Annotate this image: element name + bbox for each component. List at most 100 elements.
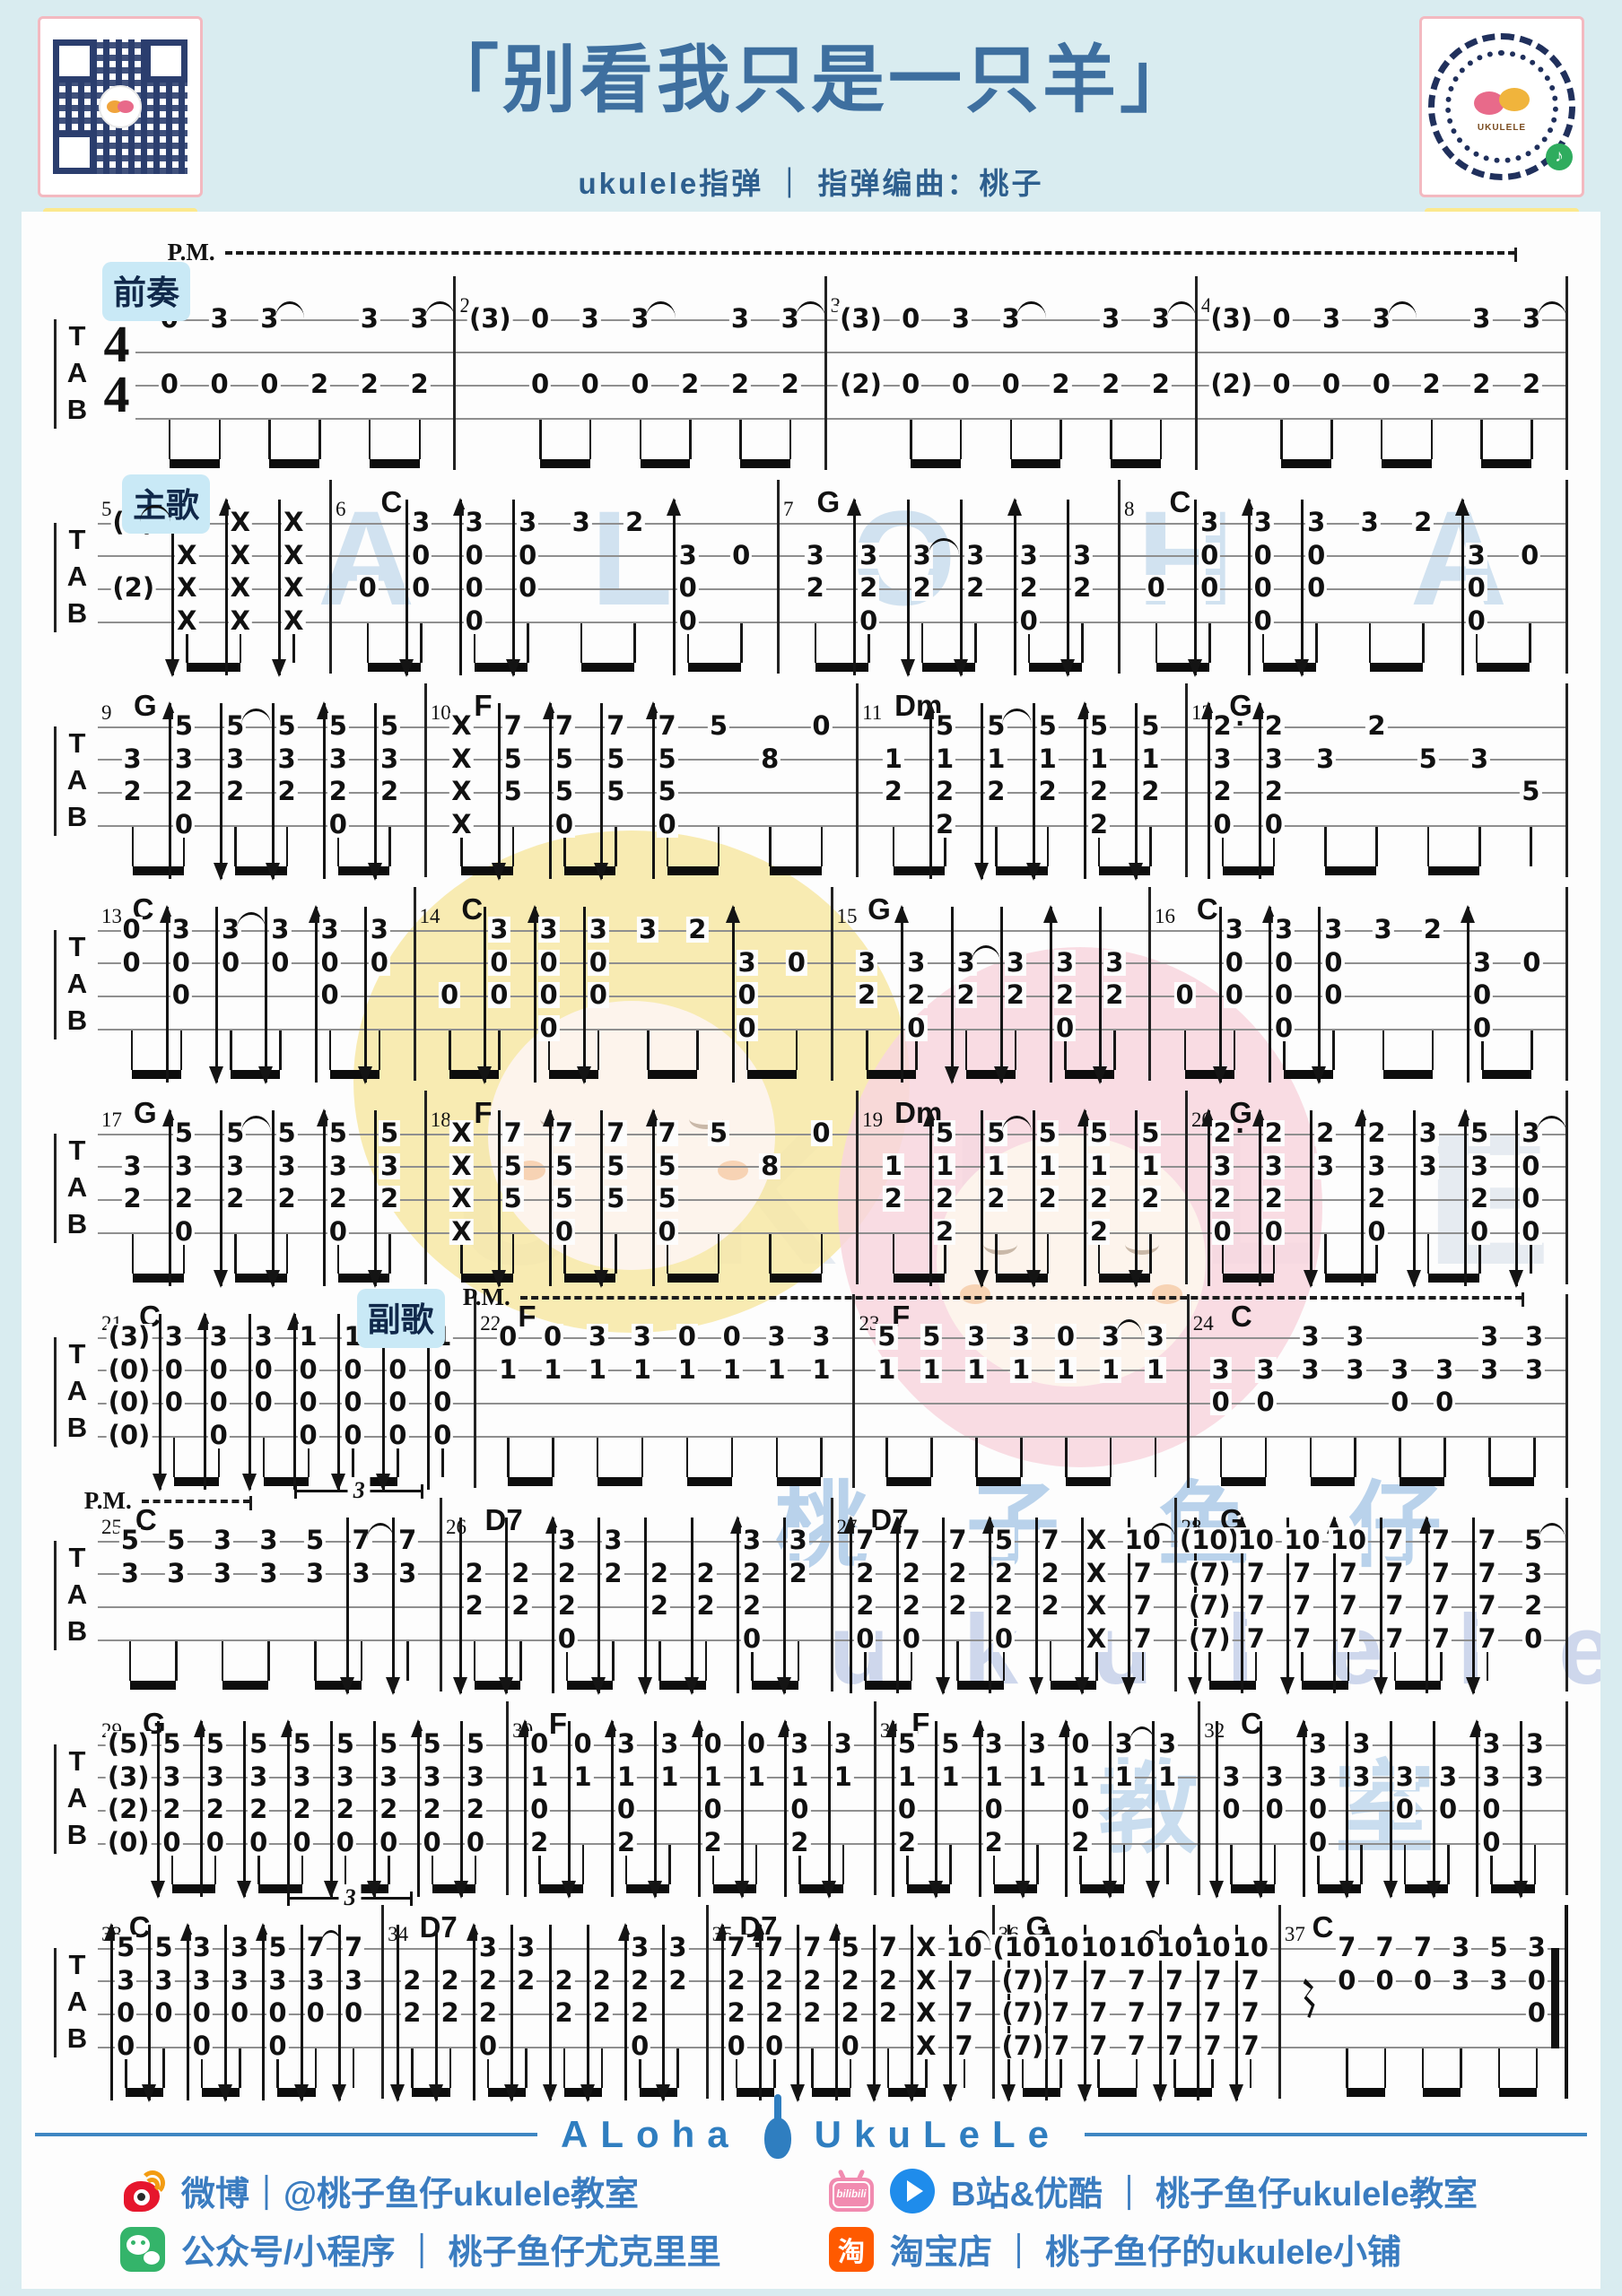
strum-down-arrow-icon [591,1518,606,1695]
footer-link[interactable]: 淘淘宝店 ｜ 桃子鱼仔的ukulele小铺 [829,2224,1520,2274]
measure-header: 4 [1198,276,1565,319]
tab-note: 2 [224,776,247,806]
tab-note: 1 [882,1150,904,1181]
footer-link[interactable]: 公众号/小程序 ｜ 桃子鱼仔尤克里里 [120,2224,811,2274]
tab-note: 2 [439,1964,461,1996]
measure: 30F010201310231010201310231 [509,1701,876,1899]
tab-note: 7 [953,1964,975,1996]
beam-bar [173,1477,219,1486]
note-stem [811,2048,814,2088]
note-stem [1221,827,1225,866]
tab-column: 10 7 7 7 [1039,1923,1081,2100]
beam-bar [1066,1477,1111,1486]
tab-note: 7 [342,1932,365,1962]
measure-header: 14 C [416,887,831,930]
tab-column: 10 7 7 7 [1279,1518,1326,1695]
note-stem [1109,1438,1112,1477]
tab-note: (7) [1186,1590,1233,1621]
tab-note: 0 [587,946,609,978]
tab-note: 3 [190,1932,213,1962]
note-stem [730,1438,734,1477]
measure: 28G(10)(7)(7)(7)107771077710777777777777… [1177,1498,1568,1695]
tab-note: 7 [1239,2030,1261,2061]
tab-note: 0 [1520,1150,1542,1181]
beam-bar [770,1274,822,1283]
beam-bar [315,1681,362,1690]
note-stem [596,1438,599,1477]
tab-note: 2 [590,1964,613,1996]
tab-note: 5 [656,1150,678,1181]
note-stem [910,420,912,459]
footer-link[interactable]: bilibili B站&优酷 ｜ 桃子鱼仔ukulele教室 [829,2166,1520,2215]
tab-note: 3 [637,914,659,944]
tab-note: 0 [356,572,379,603]
note-stem [276,2048,279,2088]
note-stem [1027,623,1031,663]
tab-note: 0 [172,808,196,839]
beam-bar [1498,2088,1537,2097]
tab-note: 0 [252,1353,275,1385]
note-stem [1440,1641,1443,1681]
beam-bar [1325,1274,1377,1283]
strum-down-arrow-icon [954,500,969,677]
strum-down-arrow-icon [904,1925,920,2102]
tab-note: 1 [720,1353,743,1385]
beam-bar [1381,459,1432,468]
tab-note: 2 [1211,776,1234,806]
tab-note: (2) [110,572,157,603]
measure-number: 18 [430,1109,451,1131]
measure: 3 (3) (2) 0 0 3 0 3 0 2 3 2 3 2 [826,276,1198,470]
note-stem [820,827,823,866]
tab-note: 5 [248,1728,270,1759]
tab-note: 0 [463,604,485,636]
tab-note: 7 [553,1118,576,1148]
tab-note: 2 [248,1794,270,1824]
tab-note: 3 [1465,539,1487,570]
tab-note: 1 [982,1761,1005,1792]
note-stem [597,1031,600,1070]
tab-note: 2 [1421,914,1443,944]
note-stem [388,1845,390,1884]
note-stem [234,1234,237,1274]
tab-note: 0 [741,1622,763,1654]
tie-arc [968,1930,991,1947]
tab-note: 0 [463,539,485,570]
strum-up-arrow-icon [308,905,323,1083]
tab-note: 2 [934,1183,956,1213]
footer-link[interactable]: 微博｜@桃子鱼仔ukulele教室 [120,2166,811,2215]
strum-down-arrow-icon [1304,1110,1319,1288]
tab-note: 1 [1025,1761,1049,1792]
tab-note: 3 [1254,1353,1277,1385]
tie-arc [646,301,676,318]
tab-note: 2 [934,776,956,806]
tab-note: 0 [1069,1794,1092,1824]
strum-down-arrow-icon [241,1314,257,1492]
tab-note: 0 [342,1419,364,1450]
tab-note: 3 [350,1557,372,1588]
note-stem [975,1438,978,1477]
note-stem [1065,1438,1068,1477]
note-stem [864,1641,867,1681]
note-stem [292,623,295,663]
tab-note: X [449,1118,474,1148]
tab-note: 0 [229,1997,251,2028]
strum-down-arrow-icon [477,907,493,1084]
tab-note: 5 [379,1118,401,1148]
tab-note: 5 [1487,1932,1510,1962]
strum-down-arrow-icon [944,907,959,1084]
